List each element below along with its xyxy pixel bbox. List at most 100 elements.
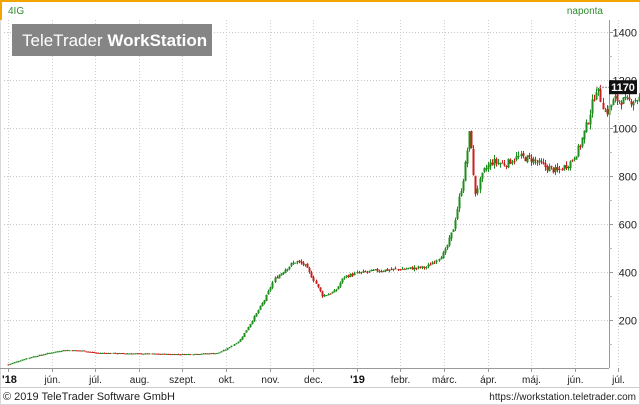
candle-body: [546, 166, 549, 171]
candle-body: [565, 164, 568, 169]
candle-body: [233, 344, 236, 346]
candle-body: [243, 332, 246, 337]
watermark-box: [12, 24, 212, 56]
candle-body: [73, 350, 76, 352]
candle-body: [392, 268, 395, 270]
candle-body: [538, 160, 541, 163]
candle-body: [42, 354, 45, 356]
candle-body: [128, 353, 131, 355]
candle-body: [462, 180, 465, 191]
candle-body: [610, 104, 613, 107]
candle-body: [200, 353, 203, 355]
candle-body: [175, 354, 178, 356]
candle-body: [153, 353, 156, 355]
candle-body: [30, 357, 33, 359]
candle-body: [222, 350, 225, 352]
candle-body: [520, 153, 523, 157]
candle-body: [341, 278, 344, 283]
x-tick-label: máj.: [522, 375, 541, 386]
candle-body: [157, 353, 160, 355]
candle-body: [118, 353, 121, 355]
ticker-label: 4IG: [8, 6, 24, 17]
candle-body: [380, 271, 383, 273]
candle-body: [351, 274, 354, 276]
candle-body: [87, 351, 90, 353]
candle-body: [364, 271, 367, 273]
candle-body: [333, 290, 336, 293]
candle-body: [450, 232, 453, 239]
candle-body: [167, 353, 170, 355]
candle-body: [228, 347, 231, 349]
candle-body: [112, 352, 115, 354]
candle-body: [612, 99, 615, 106]
candle-body: [515, 156, 518, 161]
candle-body: [165, 353, 168, 355]
candle-body: [542, 162, 545, 164]
candle-body: [604, 110, 607, 112]
candle-body: [378, 271, 381, 273]
candle-body: [34, 356, 37, 358]
candle-body: [210, 353, 213, 355]
source-url: https://workstation.teletrader.com: [489, 392, 636, 403]
candle-body: [181, 354, 184, 356]
candle-body: [329, 293, 332, 295]
candle-body: [271, 282, 274, 288]
candle-body: [440, 257, 443, 260]
candle-body: [382, 271, 385, 273]
candle-body: [347, 275, 350, 278]
candle-body: [284, 269, 287, 273]
candle-body: [368, 270, 371, 272]
candle-body: [265, 294, 268, 301]
candle-body: [220, 351, 223, 353]
candle-body: [585, 122, 588, 132]
candle-body: [323, 295, 326, 297]
y-tick-label: 600: [619, 220, 637, 232]
candle-body: [62, 350, 65, 352]
candle-body: [25, 358, 28, 360]
candle-body: [179, 354, 182, 356]
candle-body: [163, 353, 166, 355]
candle-body: [415, 267, 418, 269]
candle-body: [558, 168, 561, 170]
candle-body: [97, 352, 100, 354]
y-tick-label: 1400: [613, 28, 637, 40]
candle-body: [169, 354, 172, 356]
candle-body: [77, 350, 80, 352]
candle-body: [464, 161, 467, 181]
candle-body: [214, 353, 217, 355]
candle-body: [245, 330, 248, 333]
candle-body: [28, 357, 31, 359]
candle-body: [124, 353, 127, 355]
candle-body: [155, 353, 158, 355]
period-label: naponta: [567, 6, 604, 17]
candle-body: [206, 353, 209, 355]
candle-body: [405, 268, 408, 270]
candle-body: [466, 150, 469, 164]
candle-body: [136, 353, 139, 355]
candle-body: [536, 161, 539, 163]
candle-body: [107, 352, 110, 354]
candle-body: [579, 145, 582, 147]
candle-body: [548, 166, 551, 172]
candle-body: [573, 158, 576, 160]
candle-body: [187, 354, 190, 356]
candle-body: [202, 353, 205, 355]
candle-body: [530, 157, 533, 162]
candle-body: [255, 313, 258, 317]
candle-body: [370, 269, 373, 272]
candle-body: [183, 354, 186, 356]
copyright-text: © 2019 TeleTrader Software GmbH: [3, 391, 175, 403]
candle-body: [81, 350, 84, 352]
y-tick-label: 200: [619, 316, 637, 328]
candle-body: [458, 196, 461, 209]
candle-body: [569, 161, 572, 169]
candle-body: [487, 165, 490, 170]
candle-body: [306, 263, 309, 268]
candle-body: [146, 353, 149, 355]
candle-body: [101, 352, 104, 354]
candle-body: [501, 162, 504, 164]
candle-body: [109, 352, 112, 354]
candle-series: [7, 84, 640, 366]
candle-body: [626, 97, 629, 99]
